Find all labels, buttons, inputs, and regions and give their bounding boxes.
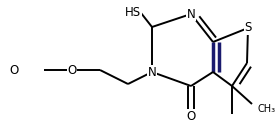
- Text: N: N: [148, 66, 156, 78]
- Text: O: O: [186, 109, 196, 123]
- Text: O: O: [9, 64, 18, 76]
- Text: S: S: [244, 21, 252, 35]
- Text: HS: HS: [125, 7, 141, 19]
- Text: O: O: [67, 64, 77, 76]
- Text: CH₃: CH₃: [257, 104, 275, 114]
- Text: N: N: [187, 7, 195, 21]
- Text: O: O: [67, 64, 77, 76]
